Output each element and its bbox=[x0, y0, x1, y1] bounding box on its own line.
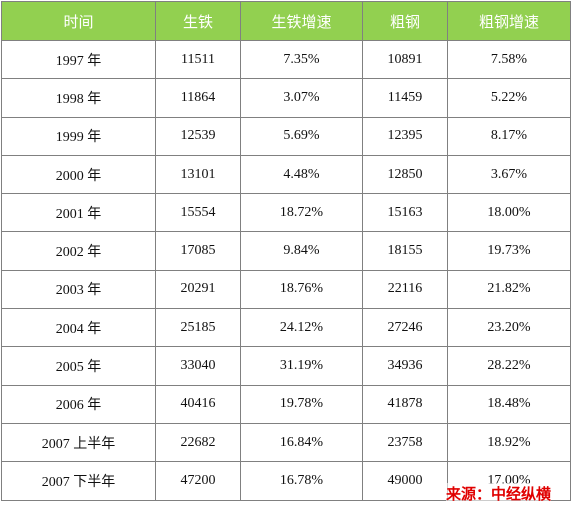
table-cell: 2005 年 bbox=[1, 346, 156, 386]
table-cell: 40416 bbox=[155, 384, 241, 424]
table-cell: 1999 年 bbox=[1, 116, 156, 156]
table-cell: 2002 年 bbox=[1, 231, 156, 271]
table-cell: 2000 年 bbox=[1, 154, 156, 195]
table-cell: 31.19% bbox=[240, 346, 363, 386]
table-row: 1999 年 12539 5.69% 12395 8.17% bbox=[1, 116, 571, 156]
table-cell: 17085 bbox=[155, 231, 241, 271]
table-cell: 22116 bbox=[362, 269, 448, 310]
table-cell: 18.92% bbox=[447, 422, 571, 463]
header-row: 时间 生铁 生铁增速 粗钢 粗钢增速 bbox=[1, 1, 571, 41]
table-cell: 10891 bbox=[362, 39, 448, 80]
header-cell: 时间 bbox=[1, 1, 156, 41]
source-note: 来源：中经纵横 bbox=[446, 483, 552, 504]
table-cell: 25185 bbox=[155, 308, 241, 348]
table-cell: 2007 上半年 bbox=[1, 422, 156, 463]
table-cell: 7.35% bbox=[240, 39, 363, 80]
table-cell: 12395 bbox=[362, 116, 448, 156]
table-cell: 15163 bbox=[362, 193, 448, 233]
table-cell: 3.67% bbox=[447, 154, 571, 195]
table-cell: 1997 年 bbox=[1, 39, 156, 80]
header-cell: 生铁增速 bbox=[240, 1, 363, 41]
table-cell: 49000 bbox=[362, 461, 448, 501]
table-row: 2002 年 17085 9.84% 18155 19.73% bbox=[1, 231, 571, 271]
table-cell: 2001 年 bbox=[1, 193, 156, 233]
header-cell: 生铁 bbox=[155, 1, 241, 41]
table-row: 2004 年 25185 24.12% 27246 23.20% bbox=[1, 308, 571, 348]
table-cell: 12539 bbox=[155, 116, 241, 156]
table-cell: 18155 bbox=[362, 231, 448, 271]
table-cell: 5.22% bbox=[447, 78, 571, 118]
table-cell: 18.48% bbox=[447, 384, 571, 424]
table-cell: 47200 bbox=[155, 461, 241, 501]
table-cell: 19.78% bbox=[240, 384, 363, 424]
table-cell: 2007 下半年 bbox=[1, 461, 156, 501]
header-cell: 粗钢增速 bbox=[447, 1, 571, 41]
table-cell: 8.17% bbox=[447, 116, 571, 156]
table-cell: 16.78% bbox=[240, 461, 363, 501]
table-cell: 34936 bbox=[362, 346, 448, 386]
table-cell: 23758 bbox=[362, 422, 448, 463]
table-body: 1997 年 11511 7.35% 10891 7.58% 1998 年 11864 3.0… bbox=[1, 39, 571, 501]
table-cell: 18.76% bbox=[240, 269, 363, 310]
table-cell: 41878 bbox=[362, 384, 448, 424]
table-cell: 15554 bbox=[155, 193, 241, 233]
table-row: 2005 年 33040 31.19% 34936 28.22% bbox=[1, 346, 571, 386]
table-row: 2006 年 40416 19.78% 41878 18.48% bbox=[1, 384, 571, 424]
table-cell: 5.69% bbox=[240, 116, 363, 156]
table-row: 2003 年 20291 18.76% 22116 21.82% bbox=[1, 269, 571, 310]
table-cell: 13101 bbox=[155, 154, 241, 195]
table-cell: 22682 bbox=[155, 422, 241, 463]
table-cell: 18.72% bbox=[240, 193, 363, 233]
table-cell: 1998 年 bbox=[1, 78, 156, 118]
table-cell: 20291 bbox=[155, 269, 241, 310]
table-cell: 3.07% bbox=[240, 78, 363, 118]
table-row: 2001 年 15554 18.72% 15163 18.00% bbox=[1, 193, 571, 233]
table-row: 2000 年 13101 4.48% 12850 3.67% bbox=[1, 154, 571, 195]
header-cell: 粗钢 bbox=[362, 1, 448, 41]
table-cell: 11511 bbox=[155, 39, 241, 80]
table-cell: 21.82% bbox=[447, 269, 571, 310]
table-cell: 33040 bbox=[155, 346, 241, 386]
table-cell: 23.20% bbox=[447, 308, 571, 348]
table-cell: 2003 年 bbox=[1, 269, 156, 310]
table-cell: 7.58% bbox=[447, 39, 571, 80]
table-cell: 27246 bbox=[362, 308, 448, 348]
table-row: 1998 年 11864 3.07% 11459 5.22% bbox=[1, 78, 571, 118]
table-cell: 11864 bbox=[155, 78, 241, 118]
table-cell: 24.12% bbox=[240, 308, 363, 348]
table-cell: 19.73% bbox=[447, 231, 571, 271]
table-cell: 2004 年 bbox=[1, 308, 156, 348]
table-cell: 28.22% bbox=[447, 346, 571, 386]
table-cell: 11459 bbox=[362, 78, 448, 118]
table-row: 2007 上半年 22682 16.84% 23758 18.92% bbox=[1, 422, 571, 463]
table-cell: 9.84% bbox=[240, 231, 363, 271]
table-cell: 4.48% bbox=[240, 154, 363, 195]
table-row: 1997 年 11511 7.35% 10891 7.58% bbox=[1, 39, 571, 80]
table-cell: 16.84% bbox=[240, 422, 363, 463]
table-cell: 12850 bbox=[362, 154, 448, 195]
table-cell: 2006 年 bbox=[1, 384, 156, 424]
table-cell: 18.00% bbox=[447, 193, 571, 233]
